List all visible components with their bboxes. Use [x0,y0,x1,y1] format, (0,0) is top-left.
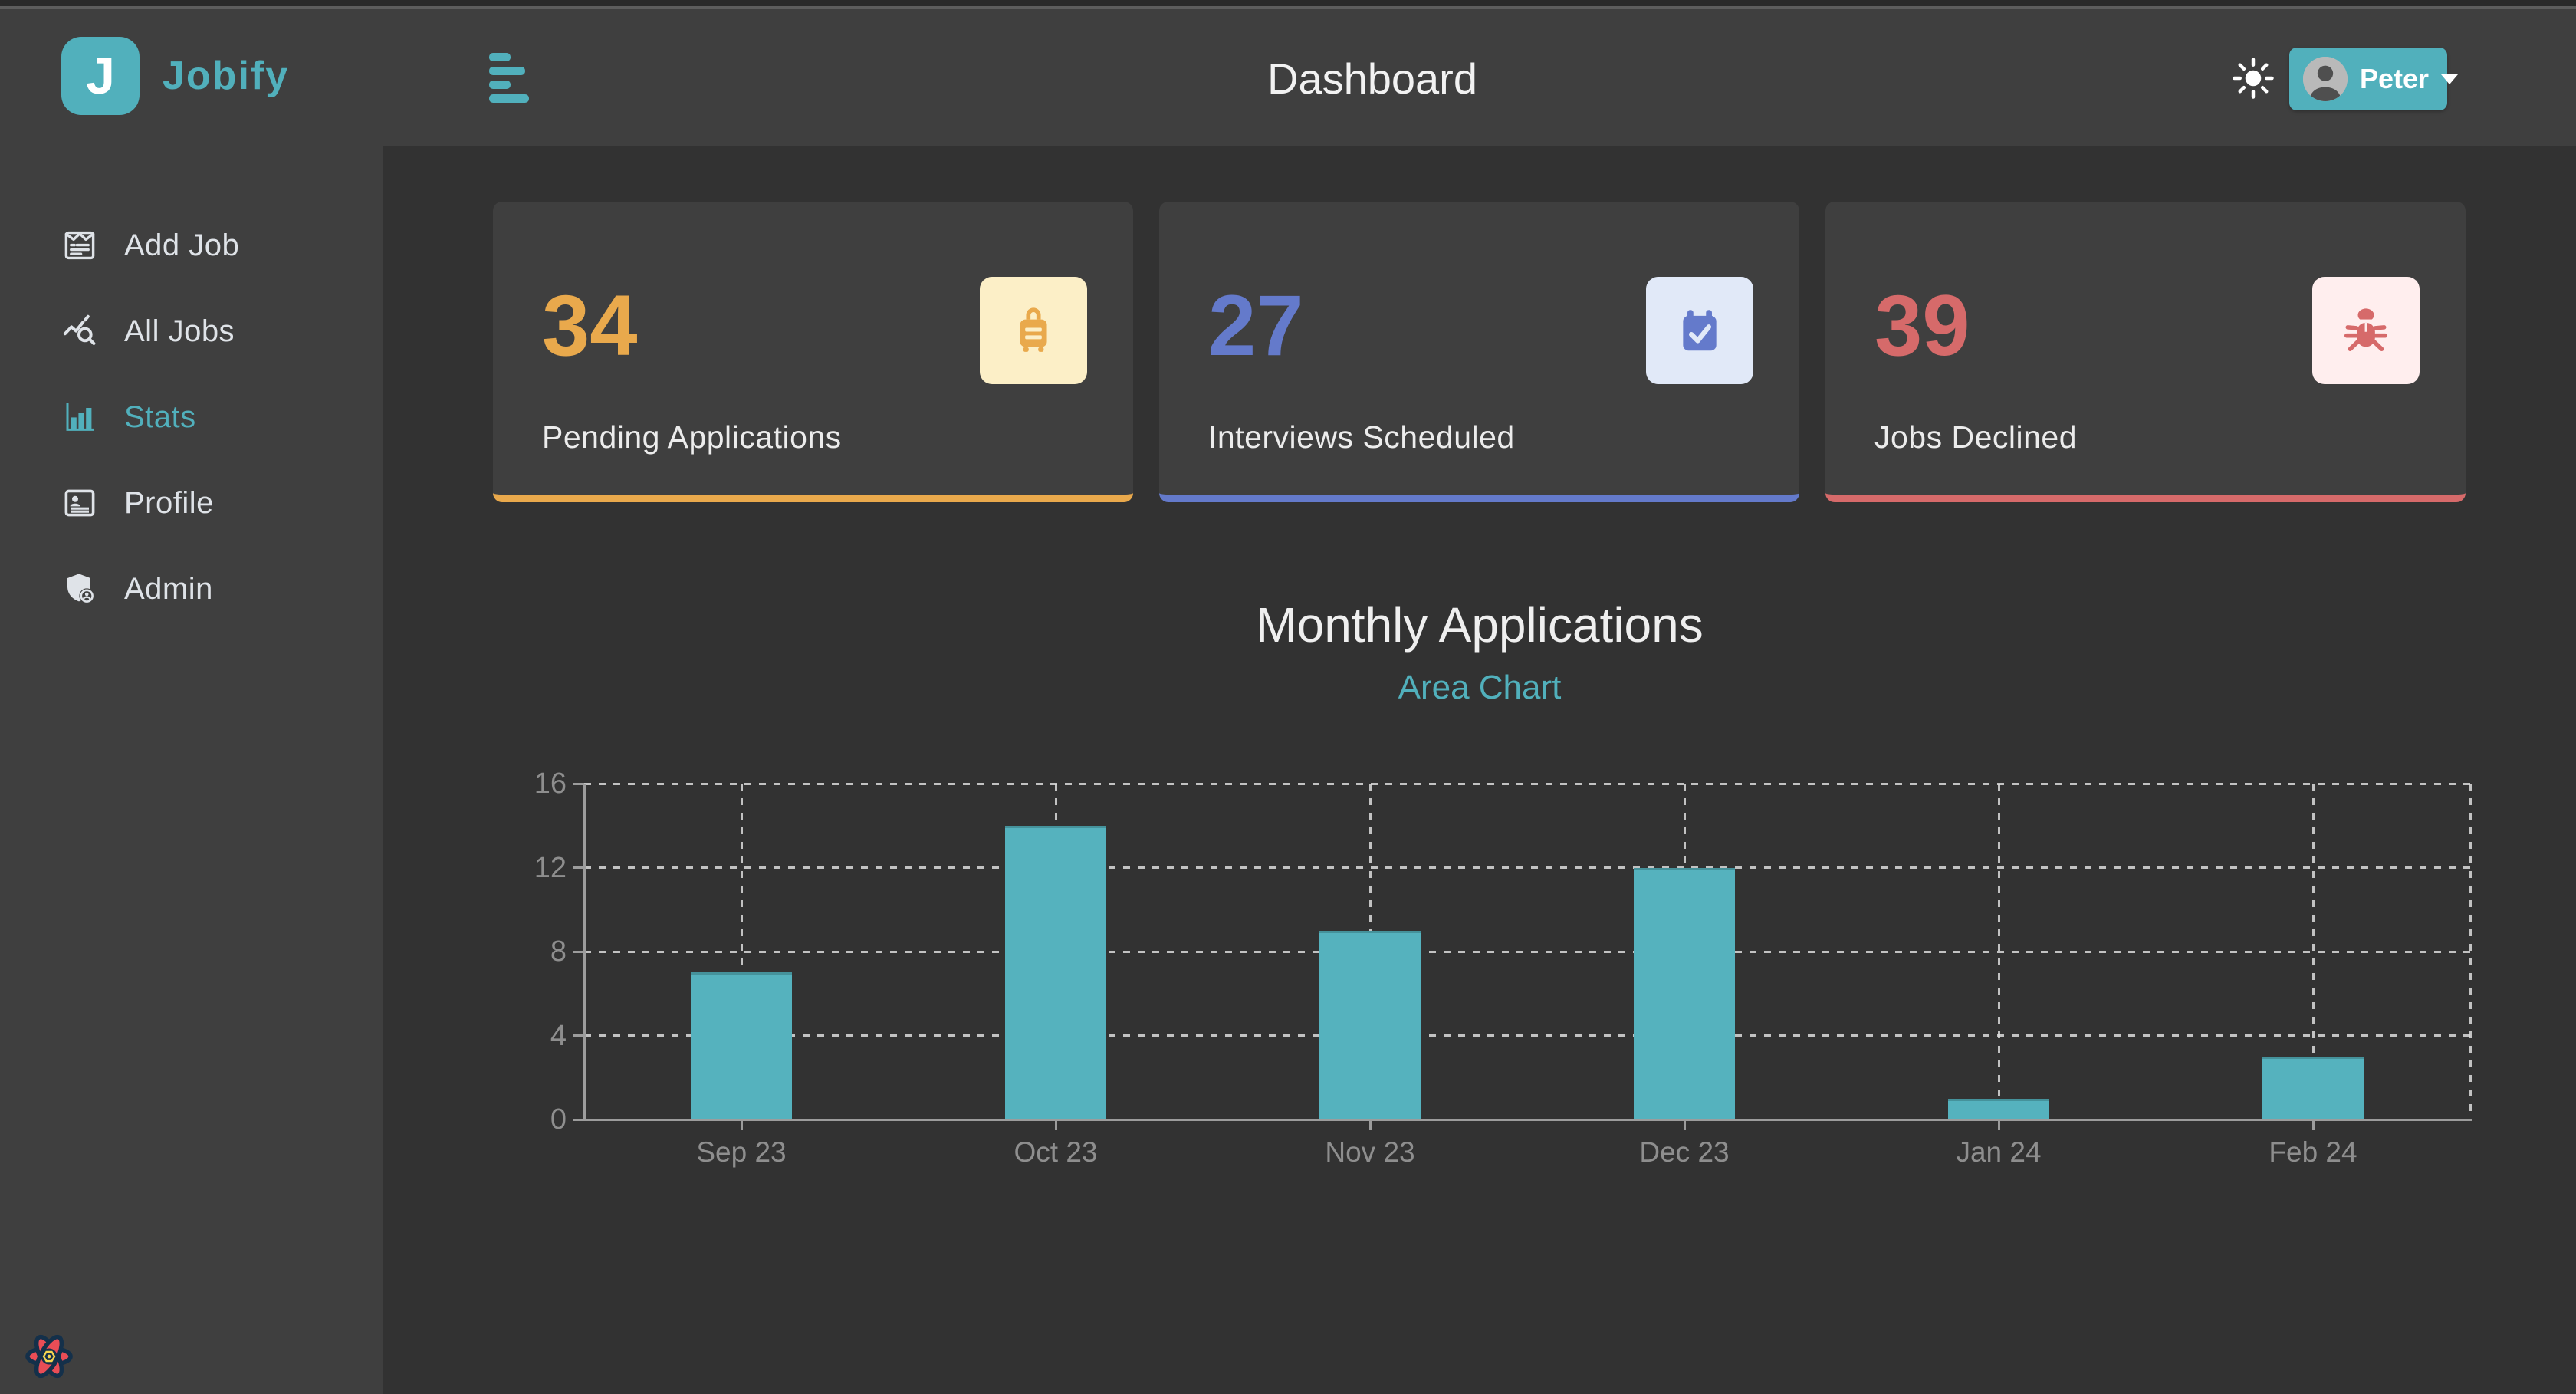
y-axis-tick-label: 0 [550,1103,567,1136]
sidebar-item-label: Add Job [124,228,240,262]
y-tick-mark [573,782,584,785]
monthly-applications-bar-chart: 0 4 8 12 16 Sep 23 Oct 23 Nov 23 Dec 23 Jan 24 Feb… [493,768,2472,1184]
sidebar-item-label: Admin [124,571,213,606]
x-axis-line [583,1118,2472,1121]
calendar-check-icon [1683,310,1717,351]
stats-cards: 34 Pending Applications 27 [493,202,2466,502]
x-tick-mark [1683,1119,1686,1130]
stat-icon-tile [980,277,1087,384]
grid-line-y-8 [584,950,2470,953]
sidebar-item-label: Stats [124,399,196,434]
sun-icon [2233,57,2274,99]
y-tick-mark [573,950,584,953]
bar-Dec 23 [1634,867,1735,1119]
grid-line-y-12 [584,866,2470,869]
bar-chart-icon [66,403,94,431]
user-name: Peter [2360,63,2430,94]
stat-label: Pending Applications [542,419,842,455]
x-axis-tick-label: Feb 24 [2269,1136,2358,1168]
x-tick-mark [1368,1119,1372,1130]
theme-toggle-button[interactable] [2229,55,2277,103]
chart-title: Monthly Applications [1256,597,1704,653]
caret-down-icon [2441,74,2459,84]
bar-Sep 23 [691,972,792,1119]
align-left-icon [489,52,543,103]
window-top-edge-line [0,6,2576,9]
y-tick-mark [573,1034,584,1037]
y-axis-tick-label: 8 [550,935,567,968]
stat-icon-tile [1646,277,1753,384]
sidebar-toggle-button[interactable] [489,49,543,106]
x-tick-mark [1054,1119,1057,1130]
x-tick-mark [2312,1119,2315,1130]
x-axis-tick-label: Jan 24 [1956,1136,2042,1168]
stat-card-pending-applications: 34 Pending Applications [493,202,1133,502]
y-axis-tick-label: 4 [550,1019,567,1052]
stat-card-jobs-declined: 39 Jobs Declined [1825,202,2466,502]
grid-line-x [740,784,743,1119]
logo-badge: J [61,37,140,115]
y-axis-line [583,784,586,1121]
app-logo: J Jobify [61,37,368,115]
bar-Jan 24 [1948,1098,2049,1119]
chart-type-toggle-link[interactable]: Area Chart [493,669,2466,707]
react-query-logo-icon [25,1334,73,1378]
sidebar-item-profile[interactable]: Profile [0,461,383,545]
sidebar [0,9,383,1394]
topbar [0,9,2576,146]
stat-icon-tile [2312,277,2420,384]
grid-line-y-4 [584,1034,2470,1037]
sidebar-item-label: Profile [124,485,214,520]
y-tick-mark [573,1118,584,1121]
stat-label: Interviews Scheduled [1208,419,1515,455]
stat-value: 34 [542,278,638,373]
stat-value: 27 [1208,278,1304,373]
react-query-devtools-button[interactable] [18,1327,80,1388]
form-icon [64,231,95,260]
stat-value: 39 [1875,278,1970,373]
user-avatar [2303,57,2348,101]
bar-Feb 24 [2262,1056,2364,1119]
sidebar-item-admin[interactable]: Admin [0,547,383,631]
sidebar-item-add-job[interactable]: Add Job [0,203,383,288]
x-axis-tick-label: Dec 23 [1639,1136,1730,1168]
bar-Nov 23 [1319,930,1421,1119]
x-tick-mark [740,1119,743,1130]
grid-line-y-16 [584,782,2470,785]
x-axis-tick-label: Sep 23 [696,1136,787,1168]
bar-Oct 23 [1005,825,1106,1119]
grid-line-right-edge [2469,784,2472,1119]
stat-label: Jobs Declined [1875,419,2078,455]
logo-text: Jobify [163,54,290,98]
grid-line-x [2312,784,2315,1119]
sidebar-item-all-jobs[interactable]: All Jobs [0,289,383,373]
sidebar-item-stats[interactable]: Stats [0,375,383,459]
suitcase-rolling-icon [1020,307,1047,352]
window-top-edge [0,0,2576,6]
shield-user-icon [67,574,94,603]
x-axis-tick-label: Oct 23 [1014,1136,1098,1168]
page-title: Dashboard [1267,54,1477,103]
grid-line-x [1997,784,2000,1119]
user-menu-button[interactable]: Peter [2289,48,2459,110]
bug-icon [2344,308,2388,352]
y-tick-mark [573,866,584,869]
id-card-icon [64,489,95,517]
x-axis-tick-label: Nov 23 [1325,1136,1415,1168]
y-axis-tick-label: 12 [534,851,567,884]
sidebar-item-label: All Jobs [124,314,235,348]
stat-card-interviews-scheduled: 27 Interviews Scheduled [1159,202,1799,502]
y-axis-tick-label: 16 [534,768,567,800]
chart-search-icon [63,314,96,345]
x-tick-mark [1997,1119,2000,1130]
